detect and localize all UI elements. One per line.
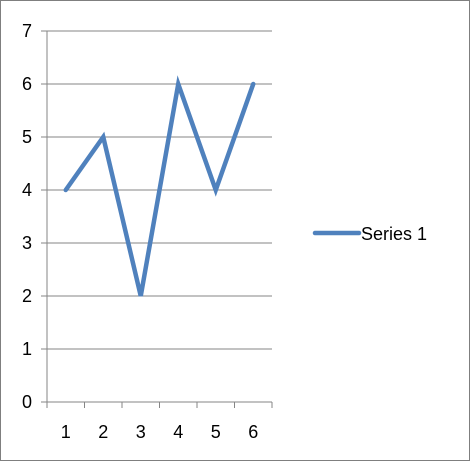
- x-tick-label: 2: [98, 422, 108, 442]
- x-tick-label: 6: [248, 422, 258, 442]
- x-tick-label: 3: [136, 422, 146, 442]
- y-tick-label: 0: [22, 392, 32, 412]
- y-tick-label: 3: [22, 233, 32, 253]
- x-tick-label: 4: [173, 422, 183, 442]
- y-tick-labels: 0 1 2 3 4 5 6 7: [22, 21, 32, 412]
- y-tick-label: 6: [22, 74, 32, 94]
- legend: Series 1: [315, 224, 427, 244]
- y-tick-label: 7: [22, 21, 32, 41]
- y-tick-label: 2: [22, 286, 32, 306]
- legend-label: Series 1: [361, 224, 427, 244]
- y-tick-label: 1: [22, 339, 32, 359]
- x-tick-label: 1: [61, 422, 71, 442]
- x-tick-label: 5: [211, 422, 221, 442]
- y-tick-label: 5: [22, 127, 32, 147]
- x-tick-labels: 1 2 3 4 5 6: [61, 422, 259, 442]
- y-tick-label: 4: [22, 180, 32, 200]
